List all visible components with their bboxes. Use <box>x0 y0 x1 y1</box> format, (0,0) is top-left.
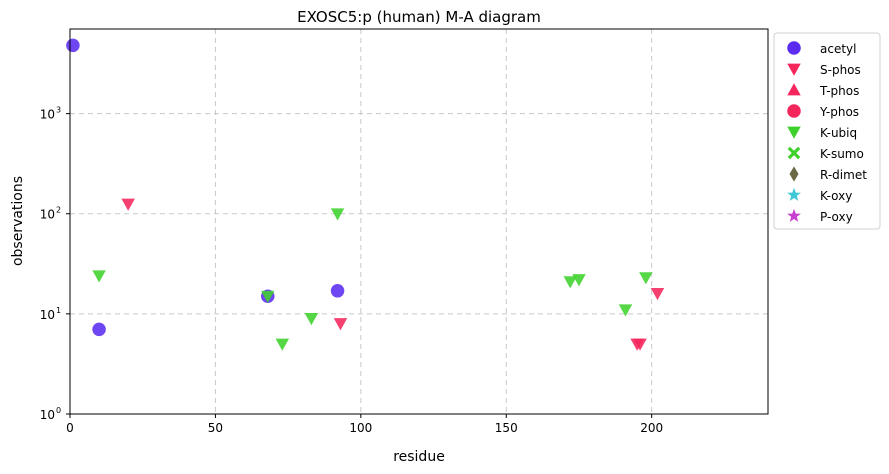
point-k-ubiq <box>304 313 319 326</box>
y-tick-label: 10 <box>40 408 55 422</box>
legend-marker-t-phos <box>787 83 801 96</box>
point-acetyl <box>92 322 106 337</box>
point-s-phos <box>333 318 348 331</box>
legend-marker-acetyl <box>787 41 801 55</box>
point-k-ubiq <box>330 208 345 221</box>
y-tick-label: 10 <box>40 308 55 322</box>
legend-marker-y-phos <box>787 104 801 118</box>
y-axis-label: observations <box>10 176 26 266</box>
legend-marker-p-oxy <box>787 208 801 222</box>
legend-label: acetyl <box>820 42 856 56</box>
point-s-phos <box>633 338 647 351</box>
legend-label: K-ubiq <box>820 126 857 140</box>
legend-label: K-sumo <box>820 147 864 161</box>
legend-marker-s-phos <box>787 63 801 76</box>
x-tick-label: 0 <box>66 421 74 435</box>
plot-frame <box>69 28 769 415</box>
point-k-ubiq <box>572 274 586 287</box>
legend-marker-k-ubiq <box>787 126 801 139</box>
y-tick-exponent: 1 <box>56 306 61 315</box>
chart-title: EXOSC5:p (human) M-A diagram <box>297 8 541 26</box>
grid <box>70 29 768 414</box>
point-acetyl <box>66 38 80 53</box>
y-tick-label: 10 <box>40 108 55 122</box>
point-s-phos <box>650 288 665 301</box>
legend-label: Y-phos <box>819 105 859 119</box>
legend: acetyl S-phos T-phos Y-phos K-ubiq K-sumo R-di… <box>787 41 867 224</box>
legend-label: P-oxy <box>820 210 853 224</box>
y-tick-exponent: 0 <box>56 406 61 415</box>
x-axis: 0 50 100 150 200 <box>66 414 663 435</box>
x-axis-label: residue <box>393 449 445 465</box>
x-tick-label: 50 <box>208 421 223 435</box>
point-k-ubiq <box>92 270 106 283</box>
legend-marker-r-dimet <box>789 166 799 182</box>
legend-marker-k-oxy <box>787 187 801 201</box>
x-tick-label: 200 <box>640 421 663 435</box>
legend-label: T-phos <box>819 84 859 98</box>
point-s-phos <box>121 198 135 211</box>
x-tick-label: 100 <box>349 421 372 435</box>
point-k-ubiq <box>563 276 577 289</box>
data-points <box>66 38 665 351</box>
legend-box <box>773 32 881 230</box>
point-k-ubiq <box>639 272 653 285</box>
legend-marker-k-sumo <box>787 146 801 160</box>
point-k-ubiq <box>275 338 290 351</box>
point-k-ubiq <box>261 290 275 303</box>
point-acetyl <box>330 284 345 298</box>
y-tick-exponent: 3 <box>56 106 61 115</box>
x-tick-label: 150 <box>495 421 518 435</box>
point-k-ubiq <box>618 304 633 317</box>
legend-label: K-oxy <box>820 189 852 203</box>
legend-label: S-phos <box>820 63 861 77</box>
legend-label: R-dimet <box>820 168 867 182</box>
y-tick-exponent: 2 <box>56 206 61 215</box>
y-tick-label: 10 <box>40 208 55 222</box>
